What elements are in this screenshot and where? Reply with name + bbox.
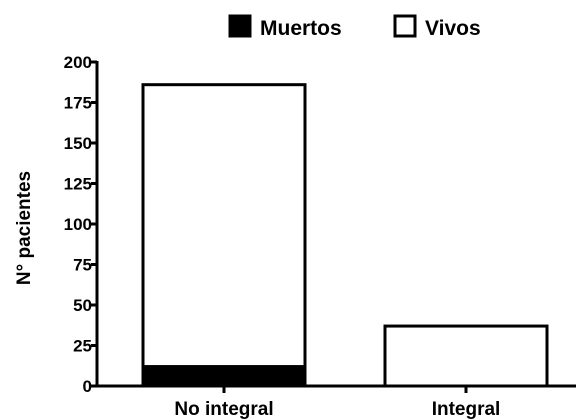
bar-no-integral-vivos bbox=[141, 83, 307, 369]
y-tick-label: 75 bbox=[73, 256, 92, 275]
y-tick-label: 175 bbox=[64, 94, 92, 113]
y-tick-label: 125 bbox=[64, 175, 92, 194]
legend: Muertos Vivos bbox=[228, 14, 481, 40]
y-axis: 0 25 50 75 100 125 150 175 200 bbox=[64, 53, 99, 396]
legend-label-vivos: Vivos bbox=[425, 17, 481, 40]
y-axis-title: N° pacientes bbox=[14, 171, 35, 285]
x-tick-label-no-integral: No integral bbox=[174, 399, 273, 419]
y-tick-label: 0 bbox=[83, 377, 92, 396]
y-tick-label: 100 bbox=[64, 215, 92, 234]
legend-swatch-muertos bbox=[228, 14, 252, 38]
legend-swatch-vivos bbox=[393, 14, 417, 38]
y-tick-label: 50 bbox=[73, 296, 92, 315]
bars bbox=[141, 83, 549, 388]
x-axis: No integral Integral bbox=[95, 384, 576, 419]
bar-no-integral-muertos bbox=[141, 365, 307, 388]
bar-integral-vivos bbox=[383, 324, 549, 388]
y-tick-label: 200 bbox=[64, 53, 92, 72]
y-tick-label: 25 bbox=[73, 337, 92, 356]
x-tick-label-integral: Integral bbox=[432, 399, 501, 419]
legend-label-muertos: Muertos bbox=[260, 17, 342, 40]
y-tick-label: 150 bbox=[64, 134, 92, 153]
